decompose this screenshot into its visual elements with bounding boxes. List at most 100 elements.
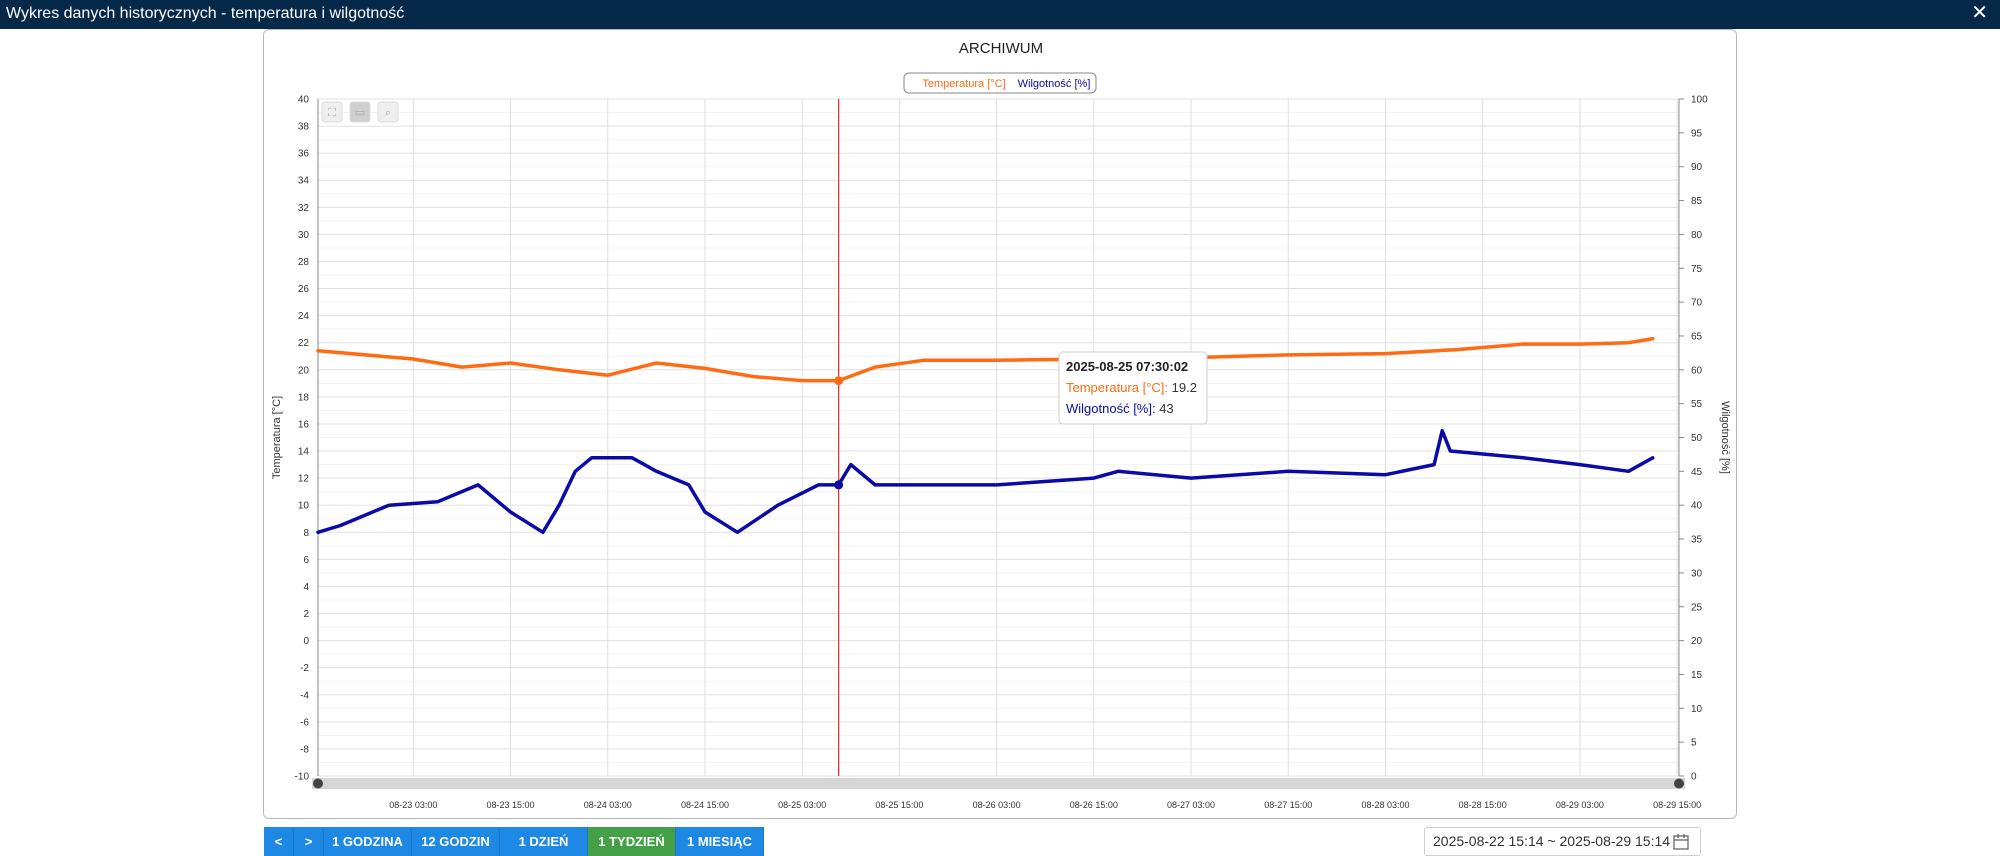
y-left-tick-label: 28 [298,257,310,268]
tooltip-humidity-row: Wilgotność [%]: 43 [1066,401,1174,416]
y-right-tick-label: 10 [1691,704,1703,715]
range-12-hours-button[interactable]: 12 GODZIN [412,827,500,856]
y-right-tick-label: 25 [1691,602,1703,613]
chart-card: ARCHIWUM Temperatura [°C] Wilgotność [%] -1… [263,29,1737,819]
y-right-tick-label: 0 [1691,772,1697,783]
fullscreen-icon-glyph: ⛶ [328,106,336,119]
y-right-tick-label: 60 [1691,365,1703,376]
y-right-tick-label: 80 [1691,230,1703,241]
y-left-tick-label: 8 [303,528,309,539]
y-right-tick-label: 15 [1691,670,1703,681]
x-tick-label: 08-25 03:00 [778,800,826,810]
date-range-picker[interactable]: 2025-08-22 15:14 ~ 2025-08-29 15:14 [1424,827,1701,856]
humidity-series-line [316,428,1655,535]
y-right-tick-label: 70 [1691,298,1703,309]
y-left-tick-label: 12 [298,474,310,485]
x-tick-label: 08-23 15:00 [487,800,535,810]
y-left-tick-label: -6 [300,717,309,728]
chart-title: ARCHIWUM [959,40,1043,57]
window-title: Wykres danych historycznych - temperatur… [6,5,405,22]
y-left-tick-label: 10 [298,501,310,512]
date-range-value: 2025-08-22 15:14 ~ 2025-08-29 15:14 [1433,833,1671,849]
x-tick-label: 08-24 15:00 [681,800,729,810]
reset-zoom-icon [349,101,371,123]
legend-item-temperature: Temperatura [°C] [922,78,1005,90]
y-left-tick-label: 4 [303,582,309,593]
y-left-tick-label: -8 [300,744,309,755]
y-right-tick-label: 55 [1691,399,1703,410]
y-left-tick-label: 22 [298,338,310,349]
slider-right-handle-icon [1674,778,1684,789]
tooltip-humidity-label: Wilgotność [%]: [1066,401,1159,416]
x-tick-label: 08-29 15:00 [1653,800,1701,810]
y-left-tick-label: -10 [295,772,310,783]
calendar-icon[interactable] [1672,829,1690,855]
y-right-tick-label: 100 [1691,95,1708,106]
y-right-tick-label: 45 [1691,467,1703,478]
y-left-tick-label: 30 [298,230,310,241]
history-chart[interactable]: ARCHIWUM Temperatura [°C] Wilgotność [%] -1… [264,30,1738,820]
reset-zoom-icon-glyph: ▭ [355,106,365,119]
y-right-tick-label: 65 [1691,331,1703,342]
x-tick-label: 08-26 15:00 [1070,800,1118,810]
x-tick-label: 08-24 03:00 [584,800,632,810]
x-tick-label: 08-29 03:00 [1556,800,1604,810]
range-1-week-button[interactable]: 1 TYDZIEŃ [588,827,676,856]
next-range-button[interactable]: > [294,827,324,856]
x-tick-label: 08-27 15:00 [1264,800,1312,810]
y-right-axis-title: Wilgotność [%] [1719,401,1731,474]
tooltip-temperature-value: 19.2 [1172,380,1197,395]
legend-box [903,72,1097,94]
y-left-tick-label: 14 [298,447,310,458]
y-left-tick-label: 20 [298,365,310,376]
y-right-tick-label: 40 [1691,501,1703,512]
zoom-icon [377,101,399,123]
y-right-tick-label: 35 [1691,535,1703,546]
tooltip-humidity-value: 43 [1159,401,1173,416]
zoom-slider-track [312,778,1685,789]
y-left-tick-label: 24 [298,311,310,322]
humidity-marker [834,480,844,490]
y-left-tick-label: 36 [298,149,310,160]
y-right-tick-label: 90 [1691,162,1703,173]
y-left-tick-label: 38 [298,122,310,133]
close-icon[interactable]: ✕ [1971,2,1988,24]
window-titlebar: Wykres danych historycznych - temperatur… [0,0,2000,29]
x-tick-label: 08-27 03:00 [1167,800,1215,810]
range-1-hour-button[interactable]: 1 GODZINA [324,827,412,856]
y-right-tick-label: 50 [1691,433,1703,444]
y-left-tick-label: 40 [298,95,310,106]
x-tick-label: 08-28 03:00 [1361,800,1409,810]
tooltip-box [1058,351,1208,425]
tooltip-temperature-label: Temperatura [°C]: [1066,380,1172,395]
y-right-tick-label: 85 [1691,196,1703,207]
tooltip-time: 2025-08-25 07:30:02 [1066,359,1188,374]
prev-range-button[interactable]: < [264,827,294,856]
slider-left-handle-icon [313,778,323,789]
y-left-tick-label: -2 [300,663,309,674]
y-left-tick-label: 16 [298,419,310,430]
y-right-tick-label: 30 [1691,568,1703,579]
y-left-axis-title: Temperatura [°C] [271,396,283,479]
x-tick-label: 08-26 03:00 [973,800,1021,810]
fullscreen-icon [321,101,343,123]
range-1-day-button[interactable]: 1 DZIEŃ [500,827,588,856]
range-1-month-button[interactable]: 1 MIESIĄC [676,827,764,856]
y-left-tick-label: 18 [298,392,310,403]
y-left-tick-label: 2 [303,609,309,620]
y-left-tick-label: 26 [298,284,310,295]
x-tick-label: 08-25 15:00 [875,800,923,810]
y-right-tick-label: 75 [1691,264,1703,275]
y-left-tick-label: 0 [303,636,309,647]
y-left-tick-label: 34 [298,176,310,187]
y-right-tick-label: 20 [1691,636,1703,647]
y-right-tick-label: 5 [1691,738,1697,749]
zoom-icon-glyph: ⌕ [385,106,391,119]
temperature-series-line [316,336,1655,383]
legend-item-humidity: Wilgotność [%] [1018,78,1091,90]
y-left-tick-label: 6 [303,555,309,566]
x-tick-label: 08-23 03:00 [389,800,437,810]
y-left-tick-label: -4 [300,690,309,701]
tooltip-temperature-row: Temperatura [°C]: 19.2 [1066,380,1197,395]
y-right-tick-label: 95 [1691,128,1703,139]
